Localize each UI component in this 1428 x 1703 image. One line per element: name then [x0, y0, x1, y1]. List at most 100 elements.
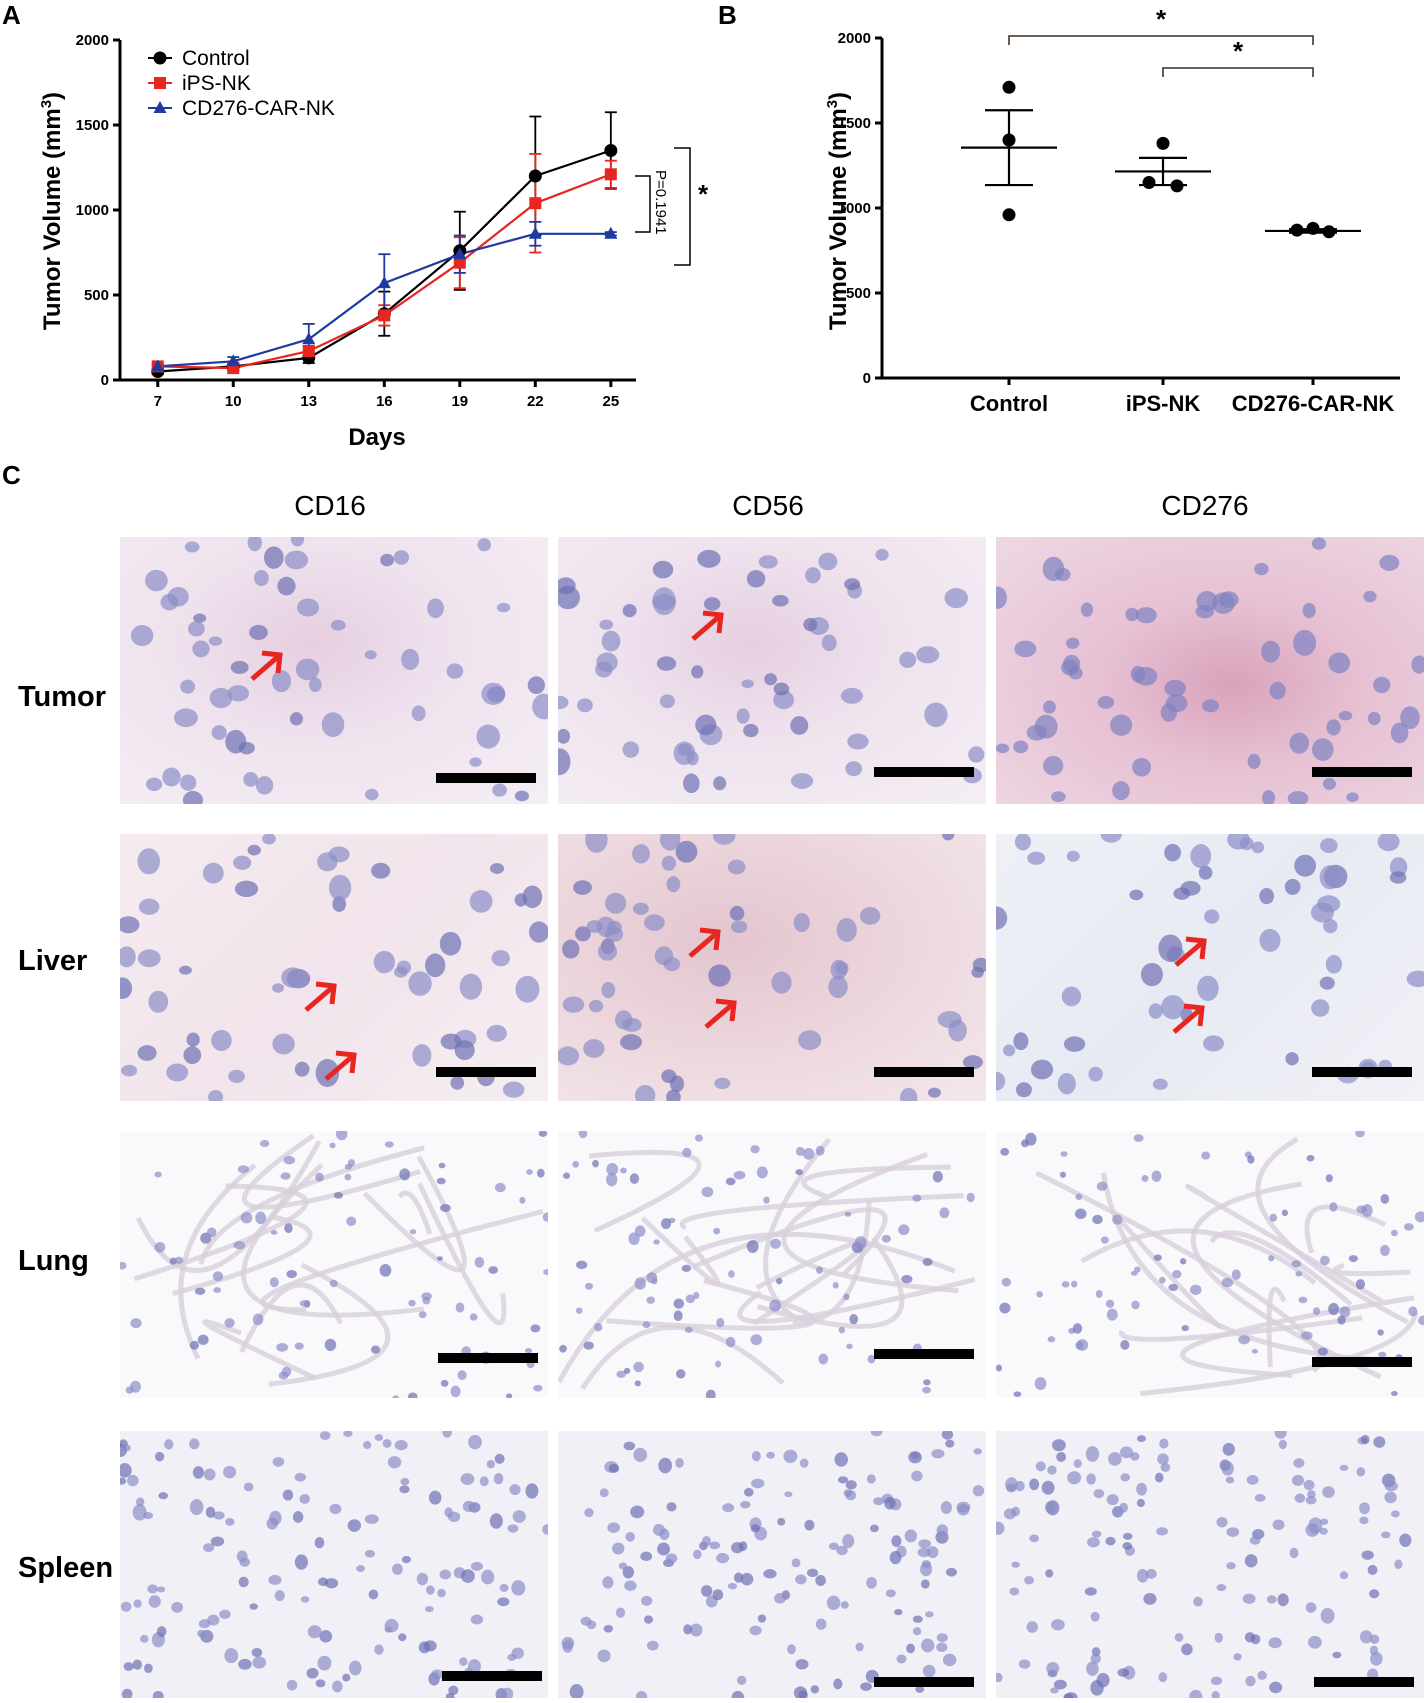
cell-nucleus — [1168, 1283, 1179, 1292]
micrograph-tumor-cd56 — [558, 537, 986, 804]
cell-nucleus — [1132, 757, 1152, 777]
cell-nucleus — [174, 708, 198, 728]
cell-nucleus — [1268, 1637, 1282, 1649]
cell-nucleus — [652, 560, 674, 579]
cell-nucleus — [1005, 1477, 1018, 1492]
cell-nucleus — [845, 1490, 857, 1501]
cell-nucleus — [1233, 1653, 1242, 1661]
cell-nucleus — [957, 1504, 970, 1516]
cell-nucleus — [120, 916, 140, 934]
cell-nucleus — [1181, 1643, 1193, 1656]
cell-nucleus — [640, 1551, 653, 1562]
cell-nucleus — [439, 1204, 451, 1212]
b-data-point — [1142, 176, 1156, 189]
cell-nucleus — [1384, 1480, 1398, 1492]
cell-nucleus — [870, 1431, 883, 1437]
cell-nucleus — [693, 1292, 700, 1299]
cell-nucleus — [620, 1167, 627, 1174]
cell-nucleus — [526, 1169, 533, 1175]
cell-nucleus — [213, 1511, 225, 1520]
cell-nucleus — [315, 1172, 324, 1182]
cell-nucleus — [481, 682, 506, 706]
cell-nucleus — [1269, 1213, 1278, 1222]
cell-nucleus — [495, 1182, 506, 1193]
cell-nucleus — [798, 1030, 822, 1050]
cell-nucleus — [763, 1569, 777, 1579]
tissue-strand — [239, 1282, 343, 1354]
micrograph-lung-cd276 — [996, 1131, 1424, 1398]
a-data-point — [226, 354, 240, 367]
cell-nucleus — [145, 569, 168, 592]
cell-nucleus — [509, 1484, 521, 1496]
cell-nucleus — [803, 617, 818, 632]
cell-nucleus — [1075, 1340, 1084, 1350]
cell-nucleus — [802, 1147, 815, 1160]
red-arrow-icon — [688, 930, 720, 958]
cell-nucleus — [511, 1580, 526, 1596]
cell-nucleus — [1338, 710, 1353, 721]
cell-nucleus — [1225, 1476, 1235, 1484]
cell-nucleus — [1287, 791, 1309, 804]
cell-nucleus — [407, 1392, 418, 1398]
cell-nucleus — [840, 687, 863, 704]
cell-nucleus — [889, 1550, 902, 1565]
cell-nucleus — [740, 1572, 754, 1586]
tissue-strand — [1080, 1228, 1317, 1285]
cell-nucleus — [1060, 1151, 1068, 1157]
cell-nucleus — [202, 862, 224, 884]
a-data-point — [604, 144, 618, 157]
cell-nucleus — [1056, 1451, 1067, 1462]
cell-nucleus — [896, 1654, 907, 1664]
cell-nucleus — [306, 1667, 319, 1679]
cell-nucleus — [156, 1586, 166, 1593]
cell-nucleus — [815, 1145, 825, 1156]
cell-nucleus — [1289, 732, 1310, 754]
a-xtick-label: 22 — [527, 393, 544, 410]
cell-nucleus — [661, 1069, 677, 1084]
tissue-strand — [756, 1237, 905, 1329]
cell-nucleus — [1086, 1661, 1099, 1676]
cell-nucleus — [1257, 1670, 1267, 1680]
cell-nucleus — [920, 1562, 933, 1577]
red-arrow-icon — [304, 984, 336, 1012]
cell-nucleus — [530, 1324, 541, 1333]
cell-nucleus — [468, 1434, 482, 1450]
cell-nucleus — [996, 906, 1008, 930]
cell-nucleus — [751, 1478, 765, 1489]
cell-nucleus — [192, 640, 210, 658]
cell-nucleus — [319, 1630, 333, 1643]
cell-nucleus — [681, 1264, 692, 1272]
cell-nucleus — [937, 1011, 962, 1029]
cell-nucleus — [575, 926, 591, 942]
cell-nucleus — [996, 1521, 1005, 1535]
cell-nucleus — [673, 1310, 683, 1322]
column-label-cd16: CD16 — [294, 490, 366, 521]
cell-nucleus — [790, 773, 814, 789]
tissue-strand — [580, 1324, 785, 1390]
cell-nucleus — [211, 1029, 232, 1052]
a-star-label: * — [698, 179, 709, 209]
cell-nucleus — [409, 1229, 417, 1235]
cell-nucleus — [1390, 722, 1409, 744]
cell-nucleus — [675, 1369, 686, 1379]
cell-nucleus — [614, 1010, 633, 1030]
cell-nucleus — [1157, 1453, 1169, 1465]
cell-nucleus — [543, 1269, 548, 1275]
a-xtick-label: 19 — [451, 393, 468, 410]
cell-nucleus — [189, 1438, 200, 1450]
cell-nucleus — [911, 1470, 923, 1482]
cell-nucleus — [633, 1447, 648, 1462]
cell-nucleus — [1355, 1279, 1366, 1290]
cell-nucleus — [233, 1241, 246, 1250]
cell-nucleus — [183, 1046, 202, 1065]
cell-nucleus — [644, 914, 665, 931]
cell-nucleus — [736, 708, 750, 724]
cell-nucleus — [467, 1659, 482, 1674]
cell-nucleus — [1066, 637, 1080, 649]
cell-nucleus — [1057, 1072, 1076, 1095]
cell-nucleus — [922, 1664, 936, 1678]
cell-nucleus — [1337, 1315, 1346, 1325]
cell-nucleus — [1043, 700, 1056, 714]
cell-nucleus — [1390, 1390, 1398, 1396]
cell-nucleus — [247, 844, 261, 856]
